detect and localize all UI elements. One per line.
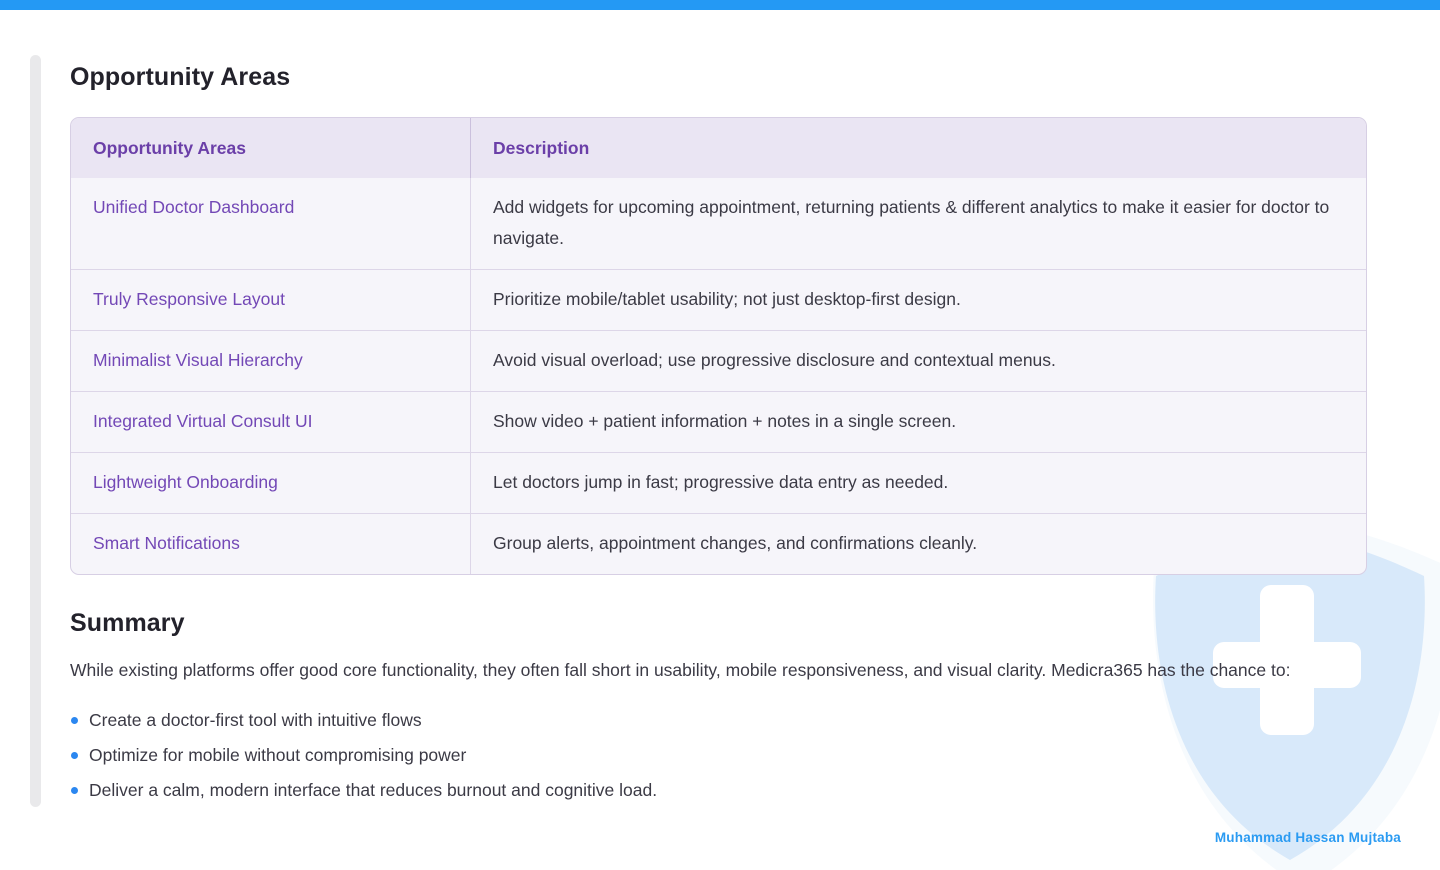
bullet-text: Deliver a calm, modern interface that re…	[89, 780, 658, 800]
table-row: Unified Doctor Dashboard Add widgets for…	[71, 178, 1366, 269]
table-header-opportunity-areas: Opportunity Areas	[71, 118, 471, 178]
area-cell: Lightweight Onboarding	[71, 453, 471, 513]
table-header-description: Description	[493, 138, 590, 158]
summary-paragraph: While existing platforms offer good core…	[70, 660, 1291, 680]
bullet-text: Optimize for mobile without compromising…	[89, 745, 467, 765]
area-cell: Minimalist Visual Hierarchy	[71, 331, 471, 391]
author-signature: Muhammad Hassan Mujtaba	[1214, 830, 1401, 845]
top-accent-bar	[0, 0, 1440, 10]
opportunity-areas-table: Opportunity Areas Description Unified Do…	[70, 117, 1367, 575]
table-body: Unified Doctor Dashboard Add widgets for…	[71, 178, 1366, 574]
bullet-dot-icon	[71, 752, 78, 759]
area-cell: Truly Responsive Layout	[71, 270, 471, 330]
summary-bullet-list: Create a doctor-first tool with intuitiv…	[70, 703, 1367, 808]
area-cell: Smart Notifications	[71, 514, 471, 574]
description-cell: Prioritize mobile/tablet usability; not …	[493, 289, 961, 309]
page-title: Opportunity Areas	[70, 63, 291, 91]
description-cell: Avoid visual overload; use progressive d…	[493, 350, 1056, 370]
bullet-dot-icon	[71, 717, 78, 724]
table-row: Smart Notifications Group alerts, appoin…	[71, 513, 1366, 574]
description-cell: Show video + patient information + notes…	[493, 411, 957, 431]
description-cell: Let doctors jump in fast; progressive da…	[493, 472, 949, 492]
table-row: Minimalist Visual Hierarchy Avoid visual…	[71, 330, 1366, 391]
table-header-row: Opportunity Areas Description	[71, 118, 1366, 178]
description-cell: Add widgets for upcoming appointment, re…	[493, 197, 1330, 248]
document-body: Opportunity Areas Opportunity Areas Desc…	[70, 63, 1367, 808]
bullet-text: Create a doctor-first tool with intuitiv…	[89, 710, 422, 730]
table-row: Integrated Virtual Consult UI Show video…	[71, 391, 1366, 452]
bullet-dot-icon	[71, 787, 78, 794]
list-item: Optimize for mobile without compromising…	[70, 738, 1367, 773]
table-row: Truly Responsive Layout Prioritize mobil…	[71, 269, 1366, 330]
area-cell: Unified Doctor Dashboard	[71, 178, 471, 269]
summary-heading: Summary	[70, 609, 185, 637]
list-item: Create a doctor-first tool with intuitiv…	[70, 703, 1367, 738]
left-scroll-rail	[30, 55, 41, 807]
list-item: Deliver a calm, modern interface that re…	[70, 773, 1367, 808]
area-cell: Integrated Virtual Consult UI	[71, 392, 471, 452]
description-cell: Group alerts, appointment changes, and c…	[493, 533, 978, 553]
table-row: Lightweight Onboarding Let doctors jump …	[71, 452, 1366, 513]
